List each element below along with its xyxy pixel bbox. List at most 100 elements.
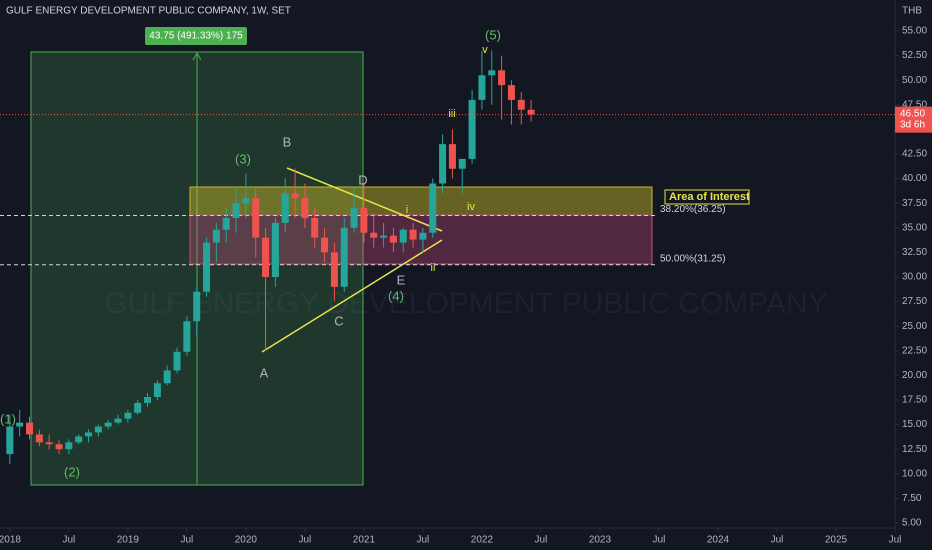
candle-body (252, 198, 260, 238)
y-tick-label: 42.50 (902, 149, 927, 160)
fib-label: 38.20%(36.25) (660, 204, 726, 215)
candle-body (507, 85, 515, 100)
y-tick-label: 35.00 (902, 222, 927, 233)
y-tick-label: 40.00 (902, 173, 927, 184)
x-tick-label: 2021 (353, 535, 376, 546)
x-tick-label: 2018 (0, 535, 21, 546)
candle-body (498, 70, 506, 86)
candle-body (6, 426, 14, 455)
y-tick-label: 47.50 (902, 99, 927, 110)
y-tick-label: 7.50 (902, 493, 922, 504)
x-tick-label: Jul (180, 535, 193, 546)
y-tick-label: 25.00 (902, 321, 927, 332)
candle-body (458, 158, 466, 169)
y-tick-label: 15.00 (902, 419, 927, 430)
wave-label: ii (431, 262, 436, 274)
x-tick-label: 2022 (471, 535, 494, 546)
candle-body (35, 434, 43, 443)
candle-body (399, 229, 407, 243)
candle-body (370, 232, 378, 238)
candle-body (350, 208, 358, 228)
countdown: 3d 6h (900, 119, 925, 130)
measure-arrow-head (192, 51, 202, 61)
y-tick-label: 20.00 (902, 370, 927, 381)
candle-body (232, 203, 240, 218)
candle-body (55, 444, 63, 450)
wave-label: E (397, 272, 406, 287)
candle-body (134, 402, 142, 413)
candle-body (409, 229, 417, 240)
y-tick-label: 27.50 (902, 296, 927, 307)
y-tick-label: 30.00 (902, 272, 927, 283)
measure-label: 43.75 (491.33%) 175 (149, 31, 243, 42)
candle-body (26, 422, 34, 435)
y-tick-label: 32.50 (902, 247, 927, 258)
wave-label: (1) (0, 411, 16, 426)
candle-body (193, 291, 201, 322)
candle-body (360, 208, 368, 233)
candle-body (153, 383, 161, 398)
x-tick-label: 2023 (589, 535, 612, 546)
currency: THB (902, 6, 922, 17)
x-tick-label: Jul (298, 535, 311, 546)
trendline (286, 167, 443, 232)
aoi-zone (189, 186, 653, 216)
y-tick-label: 5.00 (902, 518, 922, 529)
chart-title: GULF ENERGY DEVELOPMENT PUBLIC COMPANY, … (6, 6, 291, 17)
candle-body (517, 99, 525, 110)
wave-label: iv (467, 201, 475, 213)
zone-label: Area of Interest (669, 191, 750, 203)
candle-body (262, 237, 270, 277)
trendline (261, 239, 443, 353)
x-tick-label: Jul (535, 535, 548, 546)
candle-body (173, 351, 181, 371)
wave-label: i (406, 204, 408, 216)
candle-body (439, 144, 447, 184)
last-price-label: 46.50 (900, 108, 925, 119)
candle-body (271, 222, 279, 277)
x-tick-label: 2025 (825, 535, 848, 546)
wave-label: D (358, 172, 367, 187)
wave-label: v (482, 44, 488, 56)
candle-body (114, 418, 122, 423)
y-tick-label: 37.50 (902, 198, 927, 209)
candle-body (16, 422, 24, 427)
candle-body (321, 237, 329, 253)
candle-body (419, 232, 427, 240)
candle-body (527, 109, 535, 115)
candle-body (85, 432, 93, 437)
y-tick-label: 52.50 (902, 50, 927, 61)
x-tick-label: Jul (653, 535, 666, 546)
y-tick-label: 50.00 (902, 75, 927, 86)
candle-body (429, 183, 437, 233)
x-tick-label: 2019 (117, 535, 140, 546)
last-price-box (895, 106, 932, 133)
x-tick-label: 2024 (707, 535, 730, 546)
candle-body (212, 229, 220, 243)
candle-body (330, 252, 338, 287)
x-tick-label: 2020 (235, 535, 258, 546)
candle-body (488, 70, 496, 76)
candle-body (380, 235, 388, 238)
candle-body (65, 442, 73, 450)
y-tick-label: 10.00 (902, 468, 927, 479)
fib-label: 50.00%(31.25) (660, 253, 726, 264)
candle-body (94, 426, 102, 433)
candle-body (281, 193, 289, 223)
wave-label: (2) (64, 464, 80, 479)
x-tick-label: Jul (417, 535, 430, 546)
y-tick-label: 55.00 (902, 26, 927, 37)
candle-body (340, 227, 348, 287)
candle-body (311, 217, 319, 238)
wave-label: iii (448, 108, 455, 120)
x-tick-label: Jul (889, 535, 902, 546)
watermark: GULF ENERGY DEVELOPMENT PUBLIC COMPANY (104, 287, 828, 320)
wave-label: (3) (235, 151, 251, 166)
measure-label-box (145, 27, 247, 45)
x-tick-label: Jul (771, 535, 784, 546)
wave-label: A (260, 365, 269, 380)
candle-body (468, 99, 476, 159)
candle-body (301, 198, 309, 218)
